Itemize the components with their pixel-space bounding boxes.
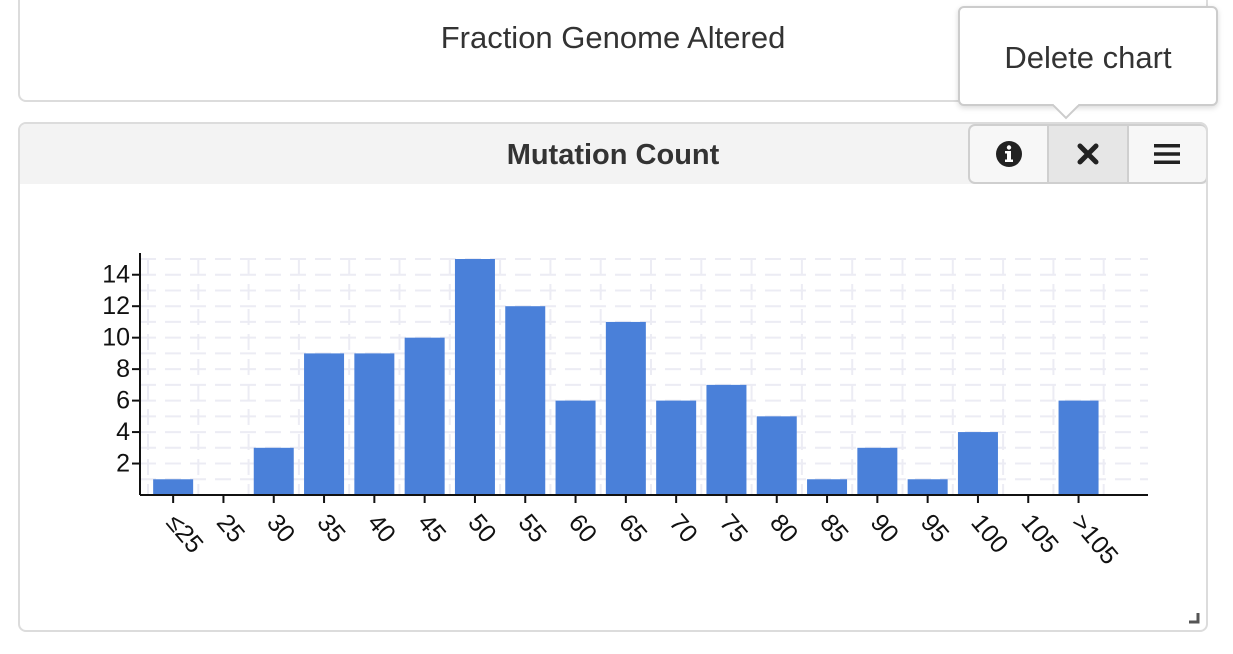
info-button[interactable] [970, 126, 1050, 182]
close-icon [1077, 143, 1099, 165]
x-tick-label-7: 55 [513, 509, 552, 548]
x-tick-label-5: 45 [412, 509, 451, 548]
x-tick-label-15: 95 [915, 509, 954, 548]
bar-18 [1058, 400, 1099, 495]
bar-11 [706, 384, 747, 495]
delete-chart-tooltip: Delete chart [958, 6, 1218, 120]
x-tick-label-16: 100 [965, 509, 1013, 559]
bar-2 [253, 447, 294, 495]
x-tick-label-18: >105 [1066, 509, 1124, 570]
bar-7 [505, 306, 546, 495]
y-tick-label-10: 10 [102, 324, 130, 352]
bar-8 [555, 400, 596, 495]
x-tick-label-12: 80 [764, 509, 803, 548]
y-tick-label-12: 12 [102, 292, 130, 320]
bar-15 [907, 479, 948, 495]
card-title: Mutation Count [506, 139, 720, 171]
x-tick-label-1: 25 [211, 509, 250, 548]
bar-4 [354, 353, 395, 495]
delete-chart-button[interactable] [1049, 126, 1129, 182]
bar-12 [756, 416, 797, 495]
y-tick-label-2: 2 [116, 450, 130, 478]
x-tick-label-10: 70 [664, 509, 703, 548]
mutation-count-bar-chart: 2 4 6 8 10 12 14 ≤25 25 30 35 40 45 50 55 60 65 70 75 80 85 9… [102, 253, 1148, 570]
x-tick-label-4: 40 [362, 509, 401, 548]
x-tick-label-8: 60 [563, 509, 602, 548]
x-tick-label-14: 90 [865, 509, 904, 548]
x-tick-label-13: 85 [814, 509, 853, 548]
y-tick-label-14: 14 [102, 261, 130, 289]
bar-9 [605, 321, 646, 495]
tooltip-arrow [1052, 104, 1080, 120]
y-tick-label-4: 4 [116, 418, 130, 446]
card-title: Fraction Genome Altered [440, 20, 786, 55]
bar-13 [807, 479, 848, 495]
mutation-count-card: Mutation Count [18, 122, 1208, 632]
x-tick-label-6: 50 [462, 509, 501, 548]
y-tick-label-6: 6 [116, 387, 130, 415]
info-circle-icon [995, 141, 1022, 167]
bar-14 [857, 447, 898, 495]
x-tick-label-3: 35 [311, 509, 350, 548]
bar-5 [404, 337, 445, 495]
resize-handle-icon[interactable] [1186, 610, 1200, 624]
chart-controls [968, 124, 1206, 184]
card-header: Mutation Count [20, 124, 1206, 184]
bar-6 [454, 259, 495, 495]
bar-16 [957, 432, 998, 495]
x-tick-label-17: 105 [1016, 509, 1064, 559]
x-tick-label-0: ≤25 [161, 509, 209, 559]
x-tick-label-11: 75 [714, 509, 753, 548]
bar-3 [304, 353, 345, 495]
bar-0 [153, 479, 194, 495]
y-tick-label-8: 8 [116, 355, 130, 383]
bar-10 [656, 400, 697, 495]
x-tick-label-2: 30 [261, 509, 300, 548]
x-tick-label-9: 65 [613, 509, 652, 548]
hamburger-menu-icon [1154, 144, 1181, 164]
tooltip-text: Delete chart [1004, 40, 1172, 75]
menu-button[interactable] [1129, 126, 1206, 182]
